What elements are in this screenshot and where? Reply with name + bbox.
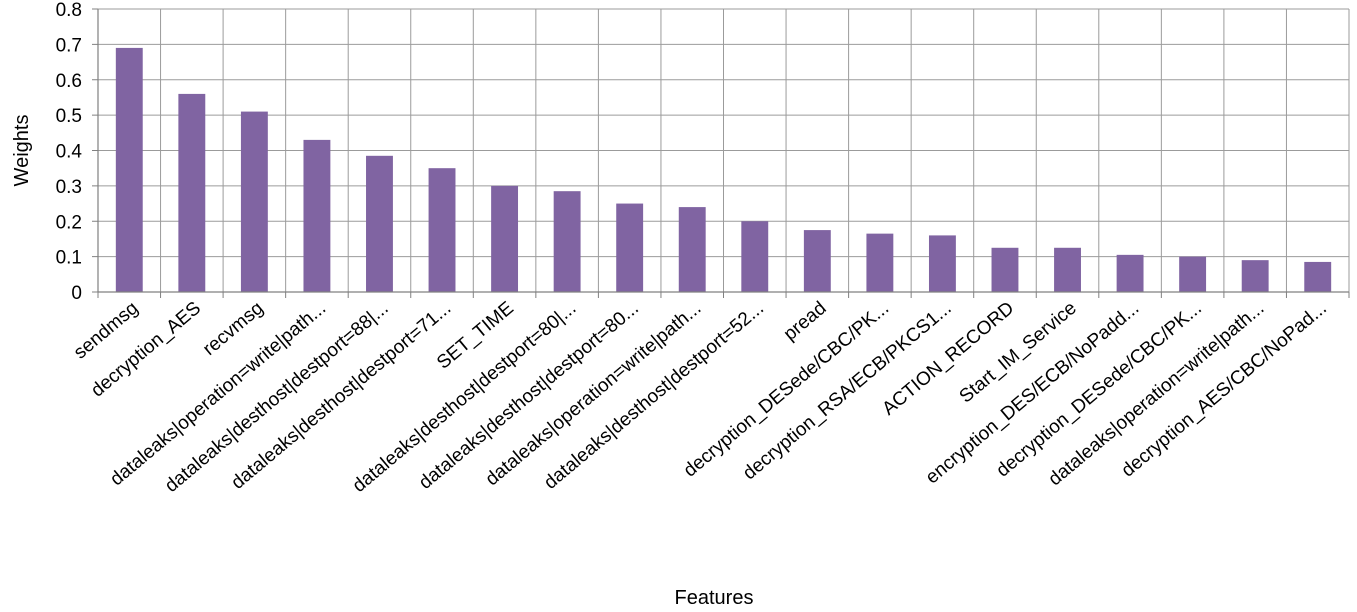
- bar: [866, 233, 894, 292]
- bar: [803, 230, 831, 292]
- y-tick-label: 0.5: [56, 106, 82, 127]
- bar: [678, 207, 706, 292]
- bar: [178, 93, 206, 293]
- bar: [115, 47, 143, 292]
- x-tick-label: pread: [780, 298, 831, 345]
- y-tick-label: 0.1: [56, 248, 82, 269]
- bar: [553, 191, 581, 292]
- x-tick-label: dataleaks|desthost|destport=88|...: [161, 298, 393, 497]
- y-tick-label: 0.2: [56, 212, 82, 233]
- bar: [991, 247, 1019, 292]
- bar: [741, 221, 769, 292]
- y-tick-label: 0: [71, 283, 82, 304]
- bars: [115, 47, 1332, 293]
- x-axis-title: Features: [675, 587, 754, 609]
- y-tick-label: 0.6: [56, 71, 82, 92]
- bar: [366, 155, 393, 292]
- x-tick-label: dataleaks|desthost|destport=80|...: [349, 298, 581, 497]
- bar: [1179, 256, 1207, 292]
- y-tick-label: 0.3: [56, 177, 82, 198]
- gridlines: [97, 8, 1350, 292]
- y-tick-label: 0.7: [56, 35, 82, 56]
- bar: [1241, 260, 1269, 292]
- bar: [428, 168, 456, 292]
- bar: [1304, 261, 1332, 292]
- y-tick-label: 0.4: [56, 142, 83, 163]
- bar: [616, 203, 644, 292]
- bar: [1054, 247, 1081, 292]
- bar: [303, 139, 331, 292]
- bar: [491, 185, 519, 292]
- bar: [240, 111, 268, 293]
- x-tick-labels: sendmsgdecryption_AESrecvmsgdataleaks|op…: [70, 298, 1331, 497]
- axes: [92, 8, 1350, 298]
- y-axis-title: Weights: [11, 115, 33, 187]
- bar: [1116, 254, 1144, 292]
- x-tick-label: decryption_AES: [87, 298, 205, 402]
- bar: [928, 235, 956, 292]
- y-tick-label: 0.8: [56, 0, 82, 21]
- y-tick-labels: 0 0.1 0.2 0.3 0.4 0.5 0.6 0.7 0.8: [56, 0, 83, 304]
